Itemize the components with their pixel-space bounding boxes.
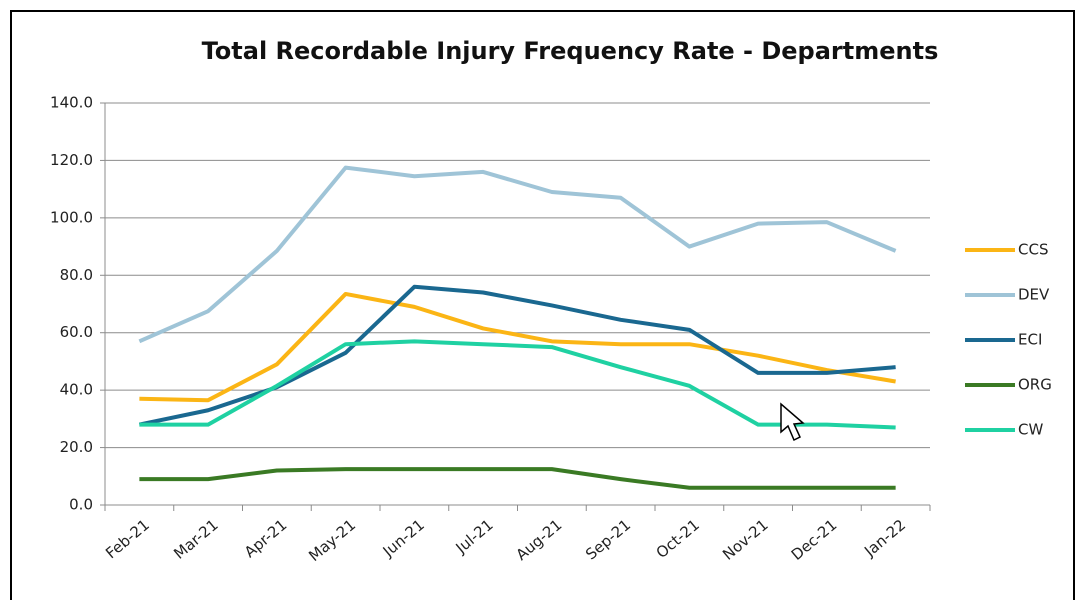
legend-label: CCS [1018, 241, 1048, 259]
legend-label: DEV [1018, 286, 1050, 304]
legend-label: ORG [1018, 376, 1052, 394]
y-tick-label: 40.0 [60, 381, 93, 399]
mouse-cursor [780, 402, 805, 442]
legend-label: CW [1018, 421, 1043, 439]
series-line [139, 339, 896, 430]
y-tick-label: 120.0 [50, 151, 93, 169]
series-line [139, 291, 896, 403]
y-tick-label: 60.0 [60, 323, 93, 341]
series-line [139, 467, 896, 490]
chart-title: Total Recordable Injury Frequency Rate -… [202, 37, 939, 65]
y-tick-label: 20.0 [60, 438, 93, 456]
y-tick-label: 100.0 [50, 208, 93, 226]
series-line [138, 165, 897, 344]
y-tick-label: 0.0 [69, 496, 93, 514]
legend-label: ECI [1018, 331, 1042, 349]
y-tick-label: 80.0 [60, 266, 93, 284]
y-tick-label: 140.0 [50, 94, 93, 112]
